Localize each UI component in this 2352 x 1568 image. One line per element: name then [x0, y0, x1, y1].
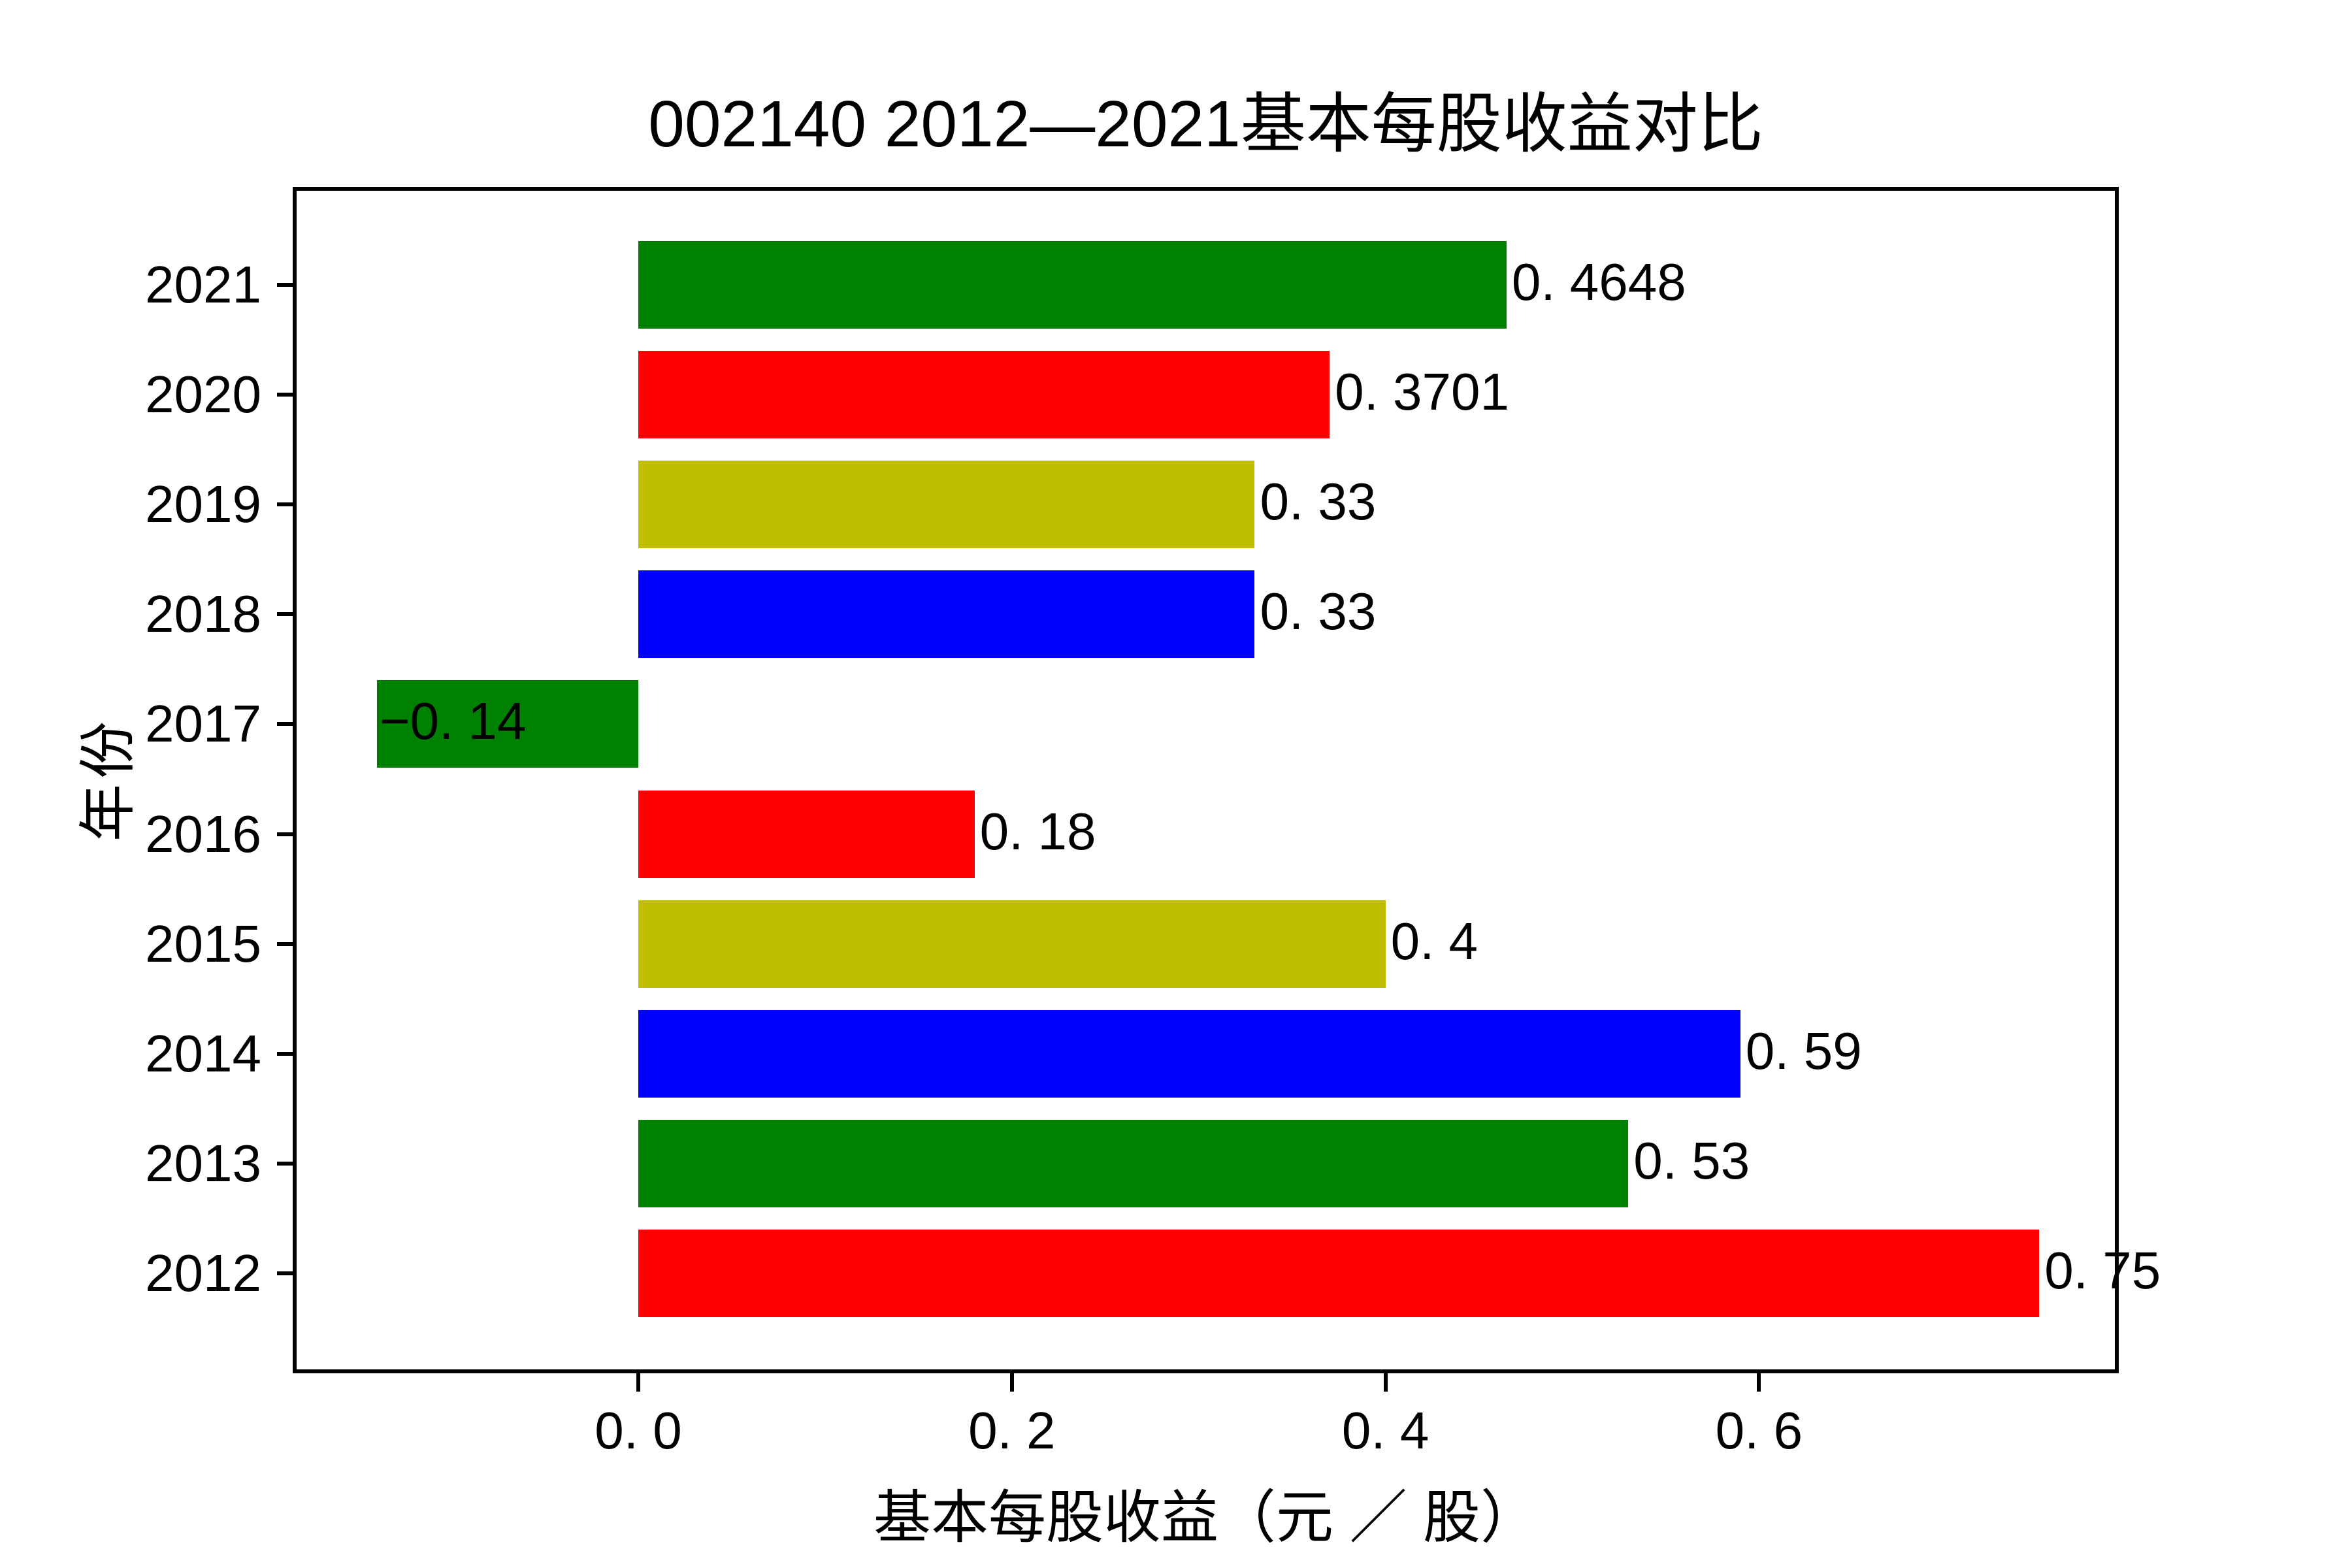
bar-2019	[638, 461, 1255, 549]
chart-title: 002140 2012—2021基本每股收益对比	[648, 88, 1763, 161]
plot-area: 0. 4648 0. 3701 0. 33 0. 33 −0. 14 0. 18 0. 4 0…	[295, 191, 2161, 1373]
y-tick-2018	[277, 612, 297, 617]
y-tick-2013	[277, 1161, 297, 1166]
bar-2016	[638, 790, 975, 878]
bar-2017	[376, 680, 638, 768]
x-tick-0. 4	[1383, 1373, 1388, 1392]
x-tick-0. 2	[1009, 1373, 1014, 1392]
y-tick-label-2017: 2017	[145, 694, 261, 753]
y-tick-label-2014: 2014	[145, 1024, 261, 1083]
bar-2012	[638, 1229, 2040, 1317]
y-tick-2020	[277, 393, 297, 397]
x-tick-label-0. 6: 0. 6	[1715, 1401, 1803, 1460]
bar-value-label-2012: 0. 75	[2044, 1241, 2161, 1299]
x-tick-0. 6	[1757, 1373, 1761, 1392]
y-tick-2015	[277, 941, 297, 946]
x-tick-label-0. 4: 0. 4	[1341, 1401, 1429, 1460]
x-tick-0. 0	[636, 1373, 640, 1392]
y-tick-2016	[277, 832, 297, 836]
x-tick-label-0. 2: 0. 2	[968, 1401, 1056, 1460]
y-tick-2021	[277, 283, 297, 287]
bar-2015	[638, 900, 1386, 988]
y-tick-2014	[277, 1051, 297, 1056]
x-tick-label-0. 0: 0. 0	[595, 1401, 682, 1460]
y-tick-label-2015: 2015	[145, 914, 261, 973]
y-tick-2017	[277, 722, 297, 727]
y-tick-2019	[277, 502, 297, 507]
y-tick-label-2019: 2019	[145, 475, 261, 534]
y-tick-2012	[277, 1271, 297, 1275]
y-tick-label-2021: 2021	[145, 255, 261, 314]
bar-value-label-2016: 0. 18	[979, 802, 1096, 860]
y-tick-label-2016: 2016	[145, 804, 261, 863]
y-tick-label-2020: 2020	[145, 365, 261, 424]
bar-value-label-2015: 0. 4	[1390, 911, 1478, 970]
bar-2018	[638, 570, 1255, 659]
bar-value-label-2018: 0. 33	[1260, 582, 1377, 641]
bar-value-label-2020: 0. 3701	[1335, 363, 1510, 421]
bar-value-label-2013: 0. 53	[1633, 1131, 1750, 1190]
y-tick-label-2013: 2013	[145, 1134, 261, 1192]
bar-value-label-2019: 0. 33	[1260, 472, 1377, 531]
bar-2014	[638, 1009, 1740, 1098]
bar-2020	[638, 351, 1330, 439]
y-axis-label: 年份	[75, 715, 140, 842]
bar-2021	[638, 241, 1507, 329]
bar-value-label-2017: −0. 14	[379, 692, 527, 751]
y-tick-label-2018: 2018	[145, 585, 261, 644]
y-tick-label-2012: 2012	[145, 1243, 261, 1302]
bar-2013	[638, 1119, 1629, 1207]
bar-value-label-2021: 0. 4648	[1511, 253, 1686, 311]
x-axis-label: 基本每股收益（元 ／ 股）	[874, 1485, 1538, 1550]
bar-value-label-2014: 0. 59	[1745, 1021, 1862, 1080]
